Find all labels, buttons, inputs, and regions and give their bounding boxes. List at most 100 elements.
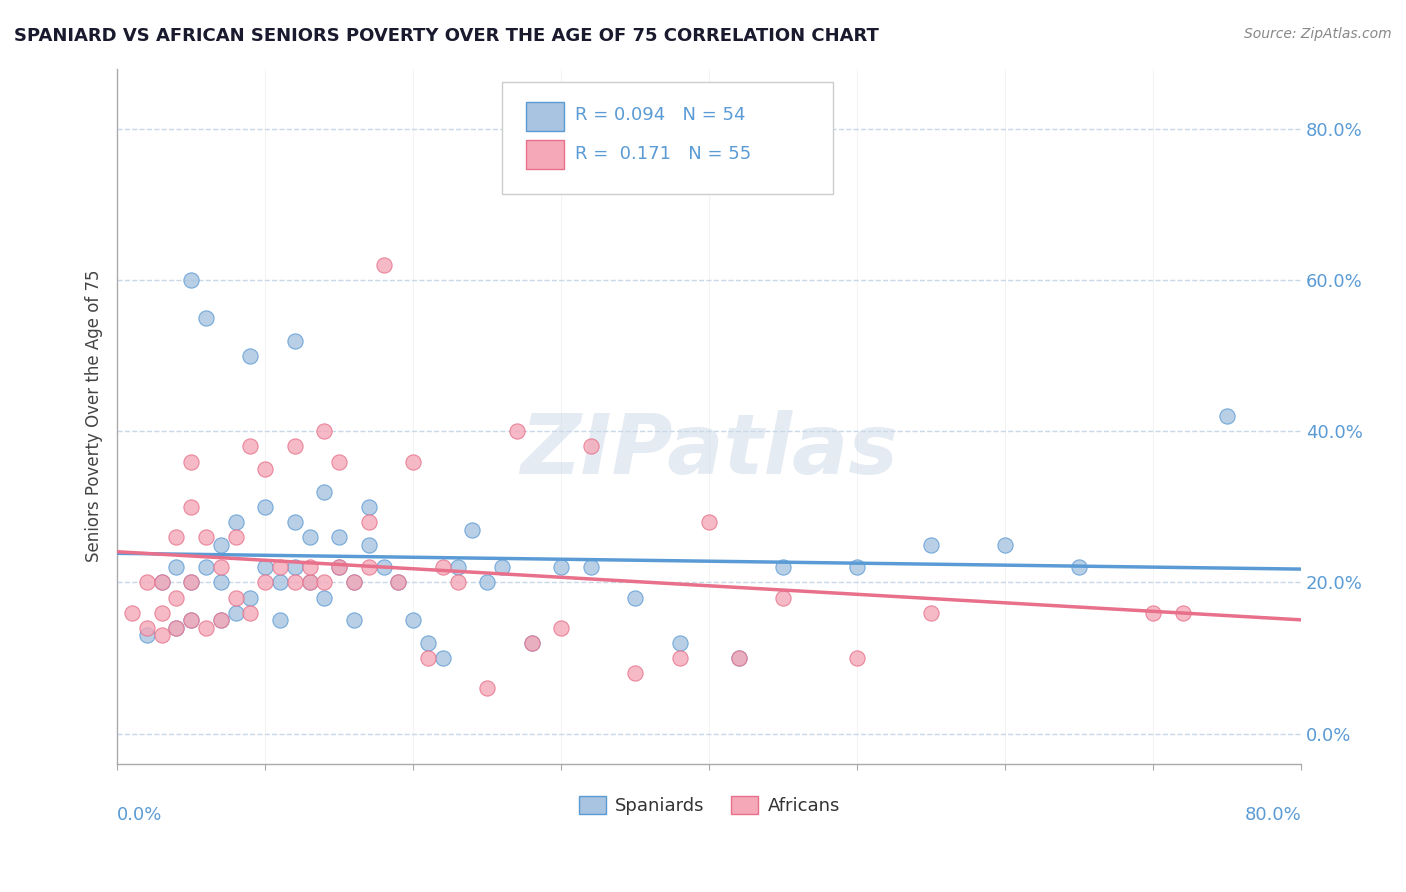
Point [298, 560, 321, 574]
Point [920, 606, 942, 620]
Point [254, 575, 277, 590]
Bar [526, 102, 564, 131]
Point [298, 575, 321, 590]
Point [624, 591, 647, 605]
Point [314, 591, 336, 605]
Point [668, 636, 690, 650]
Point [846, 560, 869, 574]
Point [254, 462, 277, 476]
Point [446, 560, 468, 574]
Point [121, 606, 143, 620]
Point [506, 425, 529, 439]
Point [209, 538, 232, 552]
Point [727, 651, 749, 665]
Point [994, 538, 1017, 552]
Point [520, 636, 543, 650]
Point [1142, 606, 1164, 620]
Point [209, 613, 232, 627]
Point [402, 613, 425, 627]
Text: ZIPatlas: ZIPatlas [520, 410, 898, 491]
Point [135, 628, 157, 642]
Point [491, 560, 513, 574]
Point [284, 439, 307, 453]
Point [772, 560, 794, 574]
Point [373, 560, 395, 574]
Point [343, 575, 366, 590]
Point [239, 591, 262, 605]
Point [269, 613, 291, 627]
Point [328, 560, 350, 574]
Point [446, 575, 468, 590]
Point [357, 538, 380, 552]
Point [225, 515, 247, 529]
Point [727, 651, 749, 665]
Text: R = 0.094   N = 54: R = 0.094 N = 54 [575, 106, 745, 124]
Point [209, 560, 232, 574]
Point [209, 575, 232, 590]
Point [416, 651, 439, 665]
Point [284, 334, 307, 348]
Point [432, 560, 454, 574]
Point [314, 575, 336, 590]
Point [550, 560, 572, 574]
Point [846, 651, 869, 665]
Point [387, 575, 409, 590]
Point [180, 575, 202, 590]
Y-axis label: Seniors Poverty Over the Age of 75: Seniors Poverty Over the Age of 75 [86, 270, 103, 563]
Point [298, 530, 321, 544]
Point [135, 575, 157, 590]
Point [180, 454, 202, 468]
Point [180, 273, 202, 287]
Point [343, 613, 366, 627]
Text: R =  0.171   N = 55: R = 0.171 N = 55 [575, 145, 752, 163]
Point [920, 538, 942, 552]
Point [1069, 560, 1091, 574]
Point [298, 575, 321, 590]
Point [475, 681, 498, 696]
Point [328, 530, 350, 544]
Point [402, 454, 425, 468]
Point [461, 523, 484, 537]
Point [284, 515, 307, 529]
Point [165, 530, 187, 544]
Point [254, 500, 277, 514]
FancyBboxPatch shape [502, 82, 834, 194]
Point [150, 628, 173, 642]
Point [373, 258, 395, 272]
Point [239, 439, 262, 453]
Point [432, 651, 454, 665]
Point [343, 575, 366, 590]
Point [180, 613, 202, 627]
Point [165, 560, 187, 574]
Point [150, 575, 173, 590]
Point [697, 515, 720, 529]
Point [520, 636, 543, 650]
Point [624, 666, 647, 681]
Point [195, 530, 218, 544]
Point [135, 621, 157, 635]
Text: SPANIARD VS AFRICAN SENIORS POVERTY OVER THE AGE OF 75 CORRELATION CHART: SPANIARD VS AFRICAN SENIORS POVERTY OVER… [14, 27, 879, 45]
Bar [526, 140, 564, 169]
Point [180, 500, 202, 514]
Point [328, 560, 350, 574]
Point [165, 621, 187, 635]
Point [180, 613, 202, 627]
Point [357, 500, 380, 514]
Point [150, 575, 173, 590]
Point [328, 454, 350, 468]
Text: 80.0%: 80.0% [1244, 805, 1301, 823]
Point [225, 530, 247, 544]
Point [254, 560, 277, 574]
Point [180, 575, 202, 590]
Point [239, 349, 262, 363]
Point [357, 515, 380, 529]
Text: 0.0%: 0.0% [117, 805, 163, 823]
Point [579, 560, 602, 574]
Point [1171, 606, 1194, 620]
Point [195, 560, 218, 574]
Point [550, 621, 572, 635]
Point [225, 606, 247, 620]
Point [475, 575, 498, 590]
Text: Source: ZipAtlas.com: Source: ZipAtlas.com [1244, 27, 1392, 41]
Point [269, 575, 291, 590]
